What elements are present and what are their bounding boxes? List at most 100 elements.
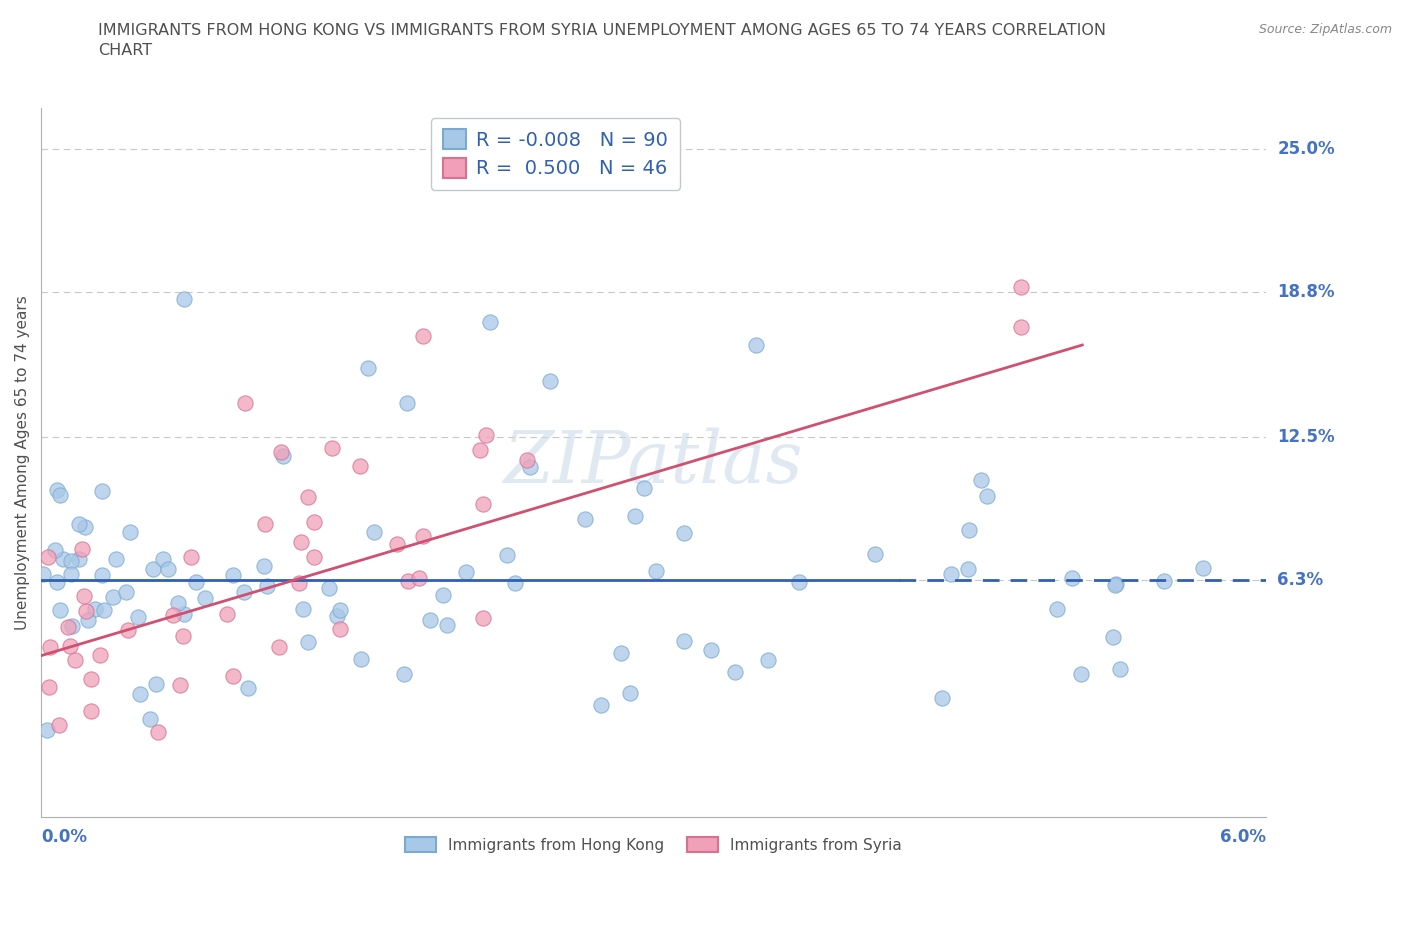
Point <box>456 565 478 579</box>
Legend: Immigrants from Hong Kong, Immigrants from Syria: Immigrants from Hong Kong, Immigrants fr… <box>399 830 908 858</box>
Point <box>145 677 167 692</box>
Point <box>516 453 538 468</box>
Point <box>48 487 70 502</box>
Point <box>233 584 256 599</box>
Point <box>633 480 655 495</box>
Point <box>70 541 93 556</box>
Point <box>37 550 59 565</box>
Point <box>538 374 561 389</box>
Point <box>127 609 149 624</box>
Point <box>59 638 82 653</box>
Point <box>318 581 340 596</box>
Point <box>152 551 174 566</box>
Point <box>1062 571 1084 586</box>
Point <box>184 575 207 590</box>
Point <box>91 567 114 582</box>
Point <box>38 679 60 694</box>
Text: 6.3%: 6.3% <box>1277 571 1323 589</box>
Point <box>67 516 90 531</box>
Point <box>288 576 311 591</box>
Point <box>253 559 276 574</box>
Point <box>59 553 82 568</box>
Point <box>350 652 373 667</box>
Point <box>787 575 810 590</box>
Point <box>1010 280 1032 295</box>
Point <box>1153 574 1175 589</box>
Point <box>172 629 194 644</box>
Point <box>519 459 541 474</box>
Point <box>256 578 278 593</box>
Point <box>392 667 415 682</box>
Point <box>1109 662 1132 677</box>
Point <box>574 512 596 526</box>
Point <box>436 618 458 632</box>
Point <box>700 643 723 658</box>
Point <box>117 622 139 637</box>
Point <box>115 585 138 600</box>
Point <box>1101 630 1123 644</box>
Point <box>173 606 195 621</box>
Point <box>957 523 980 538</box>
Point <box>75 604 97 618</box>
Point <box>503 575 526 590</box>
Point <box>46 483 69 498</box>
Point <box>44 543 66 558</box>
Point <box>304 514 326 529</box>
Text: 6.0%: 6.0% <box>1220 829 1265 846</box>
Point <box>76 613 98 628</box>
Text: 0.0%: 0.0% <box>41 829 87 846</box>
Point <box>238 680 260 695</box>
Point <box>75 520 97 535</box>
Text: 25.0%: 25.0% <box>1277 140 1334 158</box>
Point <box>194 591 217 605</box>
Point <box>46 575 69 590</box>
Point <box>93 603 115 618</box>
Point <box>472 497 495 512</box>
Point <box>297 634 319 649</box>
Point <box>52 551 75 566</box>
Point <box>471 610 494 625</box>
Point <box>941 566 963 581</box>
Point <box>233 395 256 410</box>
Point <box>48 717 70 732</box>
Point <box>756 653 779 668</box>
Point <box>297 490 319 505</box>
Text: Source: ZipAtlas.com: Source: ZipAtlas.com <box>1258 23 1392 36</box>
Point <box>67 551 90 566</box>
Point <box>396 396 419 411</box>
Point <box>222 669 245 684</box>
Point <box>672 525 695 540</box>
Point <box>591 698 613 712</box>
Point <box>349 458 371 473</box>
Point <box>408 571 430 586</box>
Point <box>173 291 195 306</box>
Point <box>479 314 502 329</box>
Point <box>73 589 96 604</box>
Point <box>329 622 352 637</box>
Point <box>363 525 385 540</box>
Point <box>957 561 980 576</box>
Point <box>1070 667 1092 682</box>
Point <box>1192 561 1215 576</box>
Point <box>32 567 55 582</box>
Point <box>49 602 72 617</box>
Point <box>167 595 190 610</box>
Point <box>432 588 454 603</box>
Point <box>724 664 747 679</box>
Point <box>148 724 170 739</box>
Point <box>80 704 103 719</box>
Point <box>1045 602 1067 617</box>
Point <box>58 620 80 635</box>
Point <box>91 484 114 498</box>
Point <box>118 525 141 540</box>
Point <box>129 686 152 701</box>
Point <box>624 509 647 524</box>
Point <box>89 647 111 662</box>
Point <box>329 603 352 618</box>
Point <box>321 441 343 456</box>
Point <box>39 640 62 655</box>
Point <box>495 548 517 563</box>
Point <box>1104 578 1126 592</box>
Point <box>169 678 191 693</box>
Text: 12.5%: 12.5% <box>1277 428 1334 446</box>
